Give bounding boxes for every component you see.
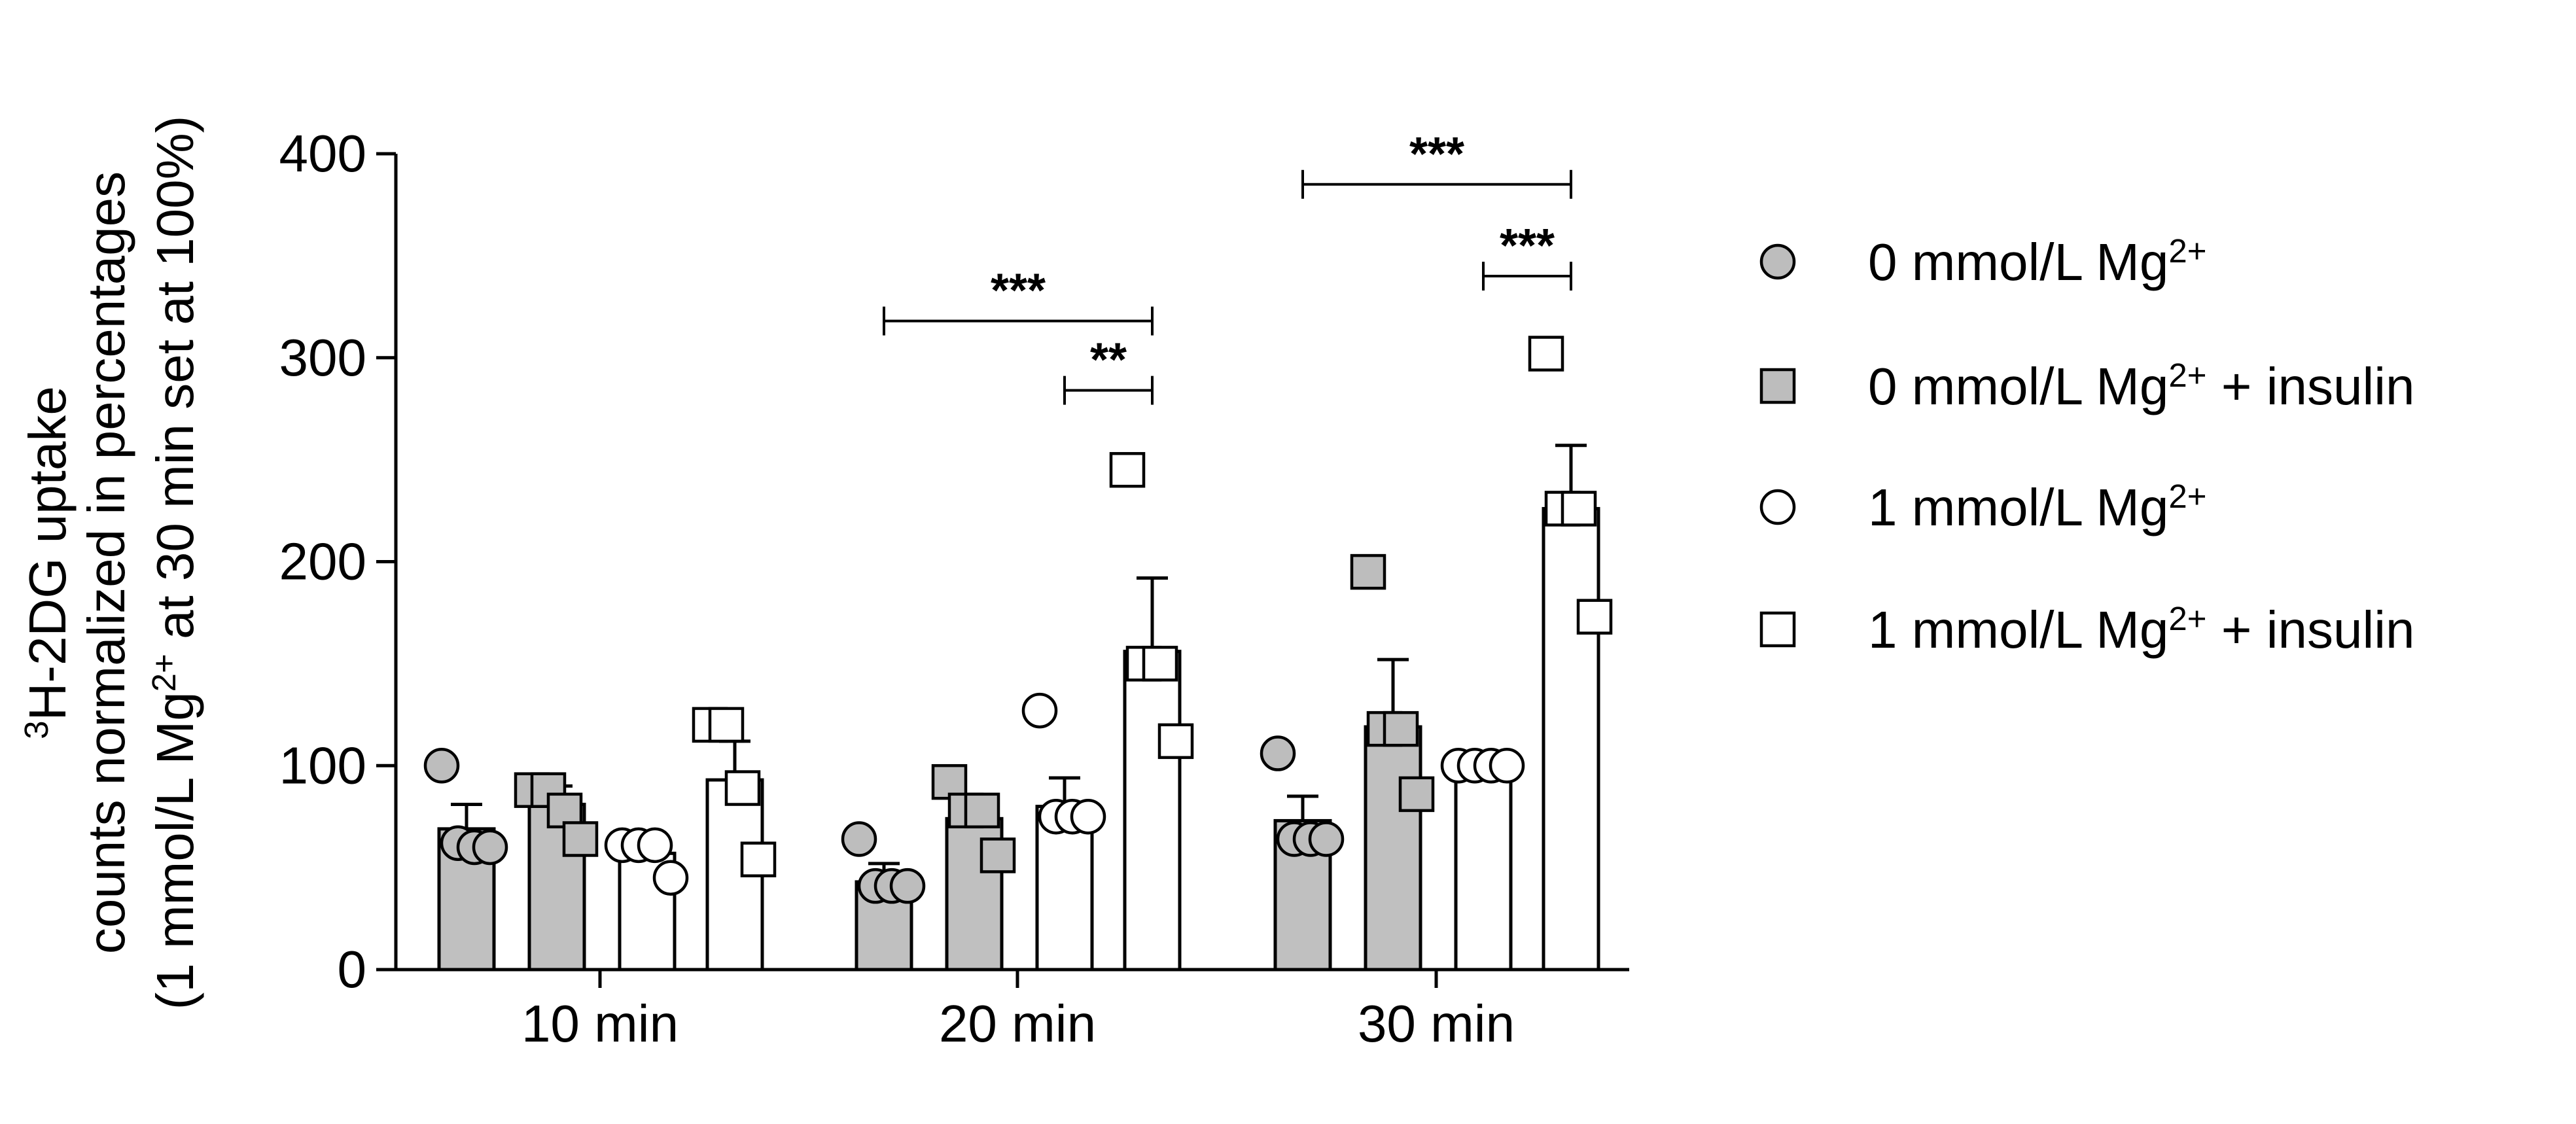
data-point [1383,711,1419,747]
data-point [1350,553,1386,590]
data-point [1260,735,1296,771]
label-text: H-2DG uptake [18,386,77,720]
superscript-text: 2+ [2168,357,2206,394]
data-point [562,821,599,857]
y-axis-label-line: (1 mmol/L Mg2+ at 30 min set at 100%) [145,116,204,1010]
y-axis-label-line: 3H-2DG uptake [18,386,77,739]
significance-brackets: *********** [883,128,1572,405]
bar [1542,506,1600,972]
data-point [724,770,761,806]
label-text: at 30 min set at 100%) [146,116,204,654]
label-text: 0 mmol/L Mg [1868,233,2168,291]
superscript-text: 2+ [145,654,183,692]
significance-bracket: *** [1482,220,1572,291]
legend-entry: 0 mmol/L Mg2+ + insulin [1759,357,2415,415]
x-tick-label: 10 min [521,994,679,1053]
data-point [1489,748,1525,784]
data-point [637,827,673,864]
label-text: counts normalized in percentages [77,171,135,954]
superscript-text: 2+ [2168,232,2206,270]
data-point [889,868,926,904]
superscript-text: 2+ [2168,600,2206,637]
significance-label: *** [1500,220,1555,272]
legend-label: 1 mmol/L Mg2+ [1868,478,2207,536]
significance-label: *** [1409,128,1464,181]
legend-marker [1759,489,1796,525]
data-point [740,841,777,877]
legend-label: 0 mmol/L Mg2+ + insulin [1868,357,2415,415]
y-tick-label: 200 [279,533,366,591]
legend-label: 1 mmol/L Mg2+ + insulin [1868,600,2415,659]
legend-marker [1759,368,1796,404]
data-point [1528,336,1564,372]
data-point [1109,451,1146,488]
data-point [1021,692,1058,729]
data-points [423,336,1613,904]
label-text: 0 mmol/L Mg [1868,357,2168,415]
bar [1123,650,1182,972]
y-tick-label: 100 [279,736,366,794]
bar [1364,725,1422,972]
label-text: (1 mmol/L Mg [146,692,204,1010]
data-point [1070,798,1106,835]
y-axis-label-text: (1 mmol/L Mg2+ at 30 min set at 100%) [145,116,204,1010]
data-point [841,821,877,857]
data-point [1576,599,1613,635]
y-axis-label-text: counts normalized in percentages [77,171,135,954]
bar [1454,764,1513,972]
significance-label: ** [1090,334,1127,387]
axes: 0 100 200 300 400 10 min 20 min 30 min [279,124,1629,1053]
data-point [652,860,689,896]
y-axis-label: 3H-2DG uptake counts normalized in percen… [18,116,204,1010]
y-axis-label-text: 3H-2DG uptake [18,386,77,739]
x-tick-label: 20 min [939,994,1096,1053]
significance-bracket: ** [1063,334,1154,405]
x-tick-label: 30 min [1358,994,1515,1053]
superscript-text: 3 [18,720,55,739]
label-text: 1 mmol/L Mg [1868,601,2168,659]
superscript-text: 2+ [2168,478,2206,515]
label-text: + insulin [2207,357,2415,415]
legend-marker [1759,611,1796,648]
bars [437,506,1600,972]
y-axis-label-line: counts normalized in percentages [77,171,135,954]
data-point [1157,723,1194,760]
significance-bracket: *** [883,265,1154,336]
label-text: 1 mmol/L Mg [1868,478,2168,536]
data-point [1561,491,1597,527]
y-tick-label: 400 [279,124,366,183]
data-point [472,829,508,866]
data-point [1142,646,1178,682]
legend-entry: 1 mmol/L Mg2+ [1759,478,2207,536]
legend-label: 0 mmol/L Mg2+ [1868,232,2207,291]
y-tick-label: 0 [338,940,367,998]
data-point [979,837,1016,873]
legend-marker [1759,243,1796,280]
significance-label: *** [991,265,1046,317]
data-point [964,792,1000,829]
data-point [1398,776,1435,813]
legend-entry: 0 mmol/L Mg2+ [1759,232,2207,291]
data-point [708,707,745,743]
significance-bracket: *** [1301,128,1572,199]
legend-entry: 1 mmol/L Mg2+ + insulin [1759,600,2415,659]
data-point [1308,821,1345,857]
data-point [423,748,460,784]
label-text: + insulin [2207,601,2415,659]
y-tick-label: 300 [279,328,366,387]
